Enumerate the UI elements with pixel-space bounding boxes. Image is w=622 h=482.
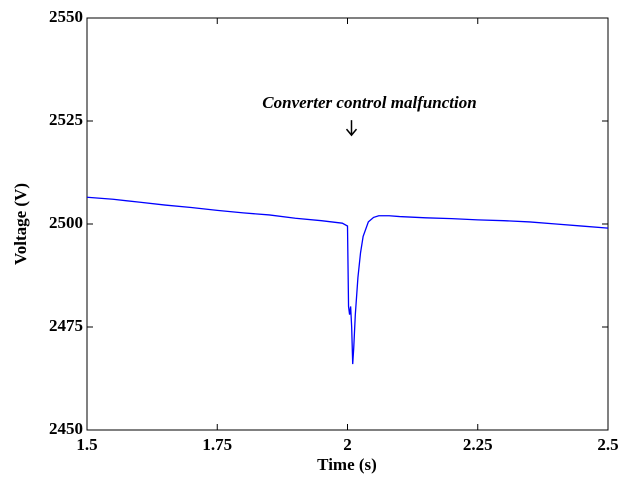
y-tick-label: 2500 — [49, 213, 83, 232]
y-tick-label: 2475 — [49, 316, 83, 335]
x-tick-label: 1.5 — [76, 435, 97, 454]
data-line — [86, 196, 609, 365]
plot-frame — [86, 17, 609, 431]
x-tick-label: 2.25 — [463, 435, 493, 454]
annotation-arrowhead — [345, 128, 358, 137]
y-axis-label: Voltage (V) — [11, 183, 30, 265]
y-tick-label: 2450 — [49, 419, 83, 438]
y-tick-label: 2550 — [49, 7, 83, 26]
x-axis-label: Time (s) — [317, 455, 377, 474]
x-tick-label: 2 — [343, 435, 352, 454]
x-tick-label: 1.75 — [202, 435, 232, 454]
x-tick-label: 2.5 — [597, 435, 618, 454]
y-tick-label: 2525 — [49, 110, 83, 129]
annotation: Converter control malfunction — [262, 93, 476, 112]
